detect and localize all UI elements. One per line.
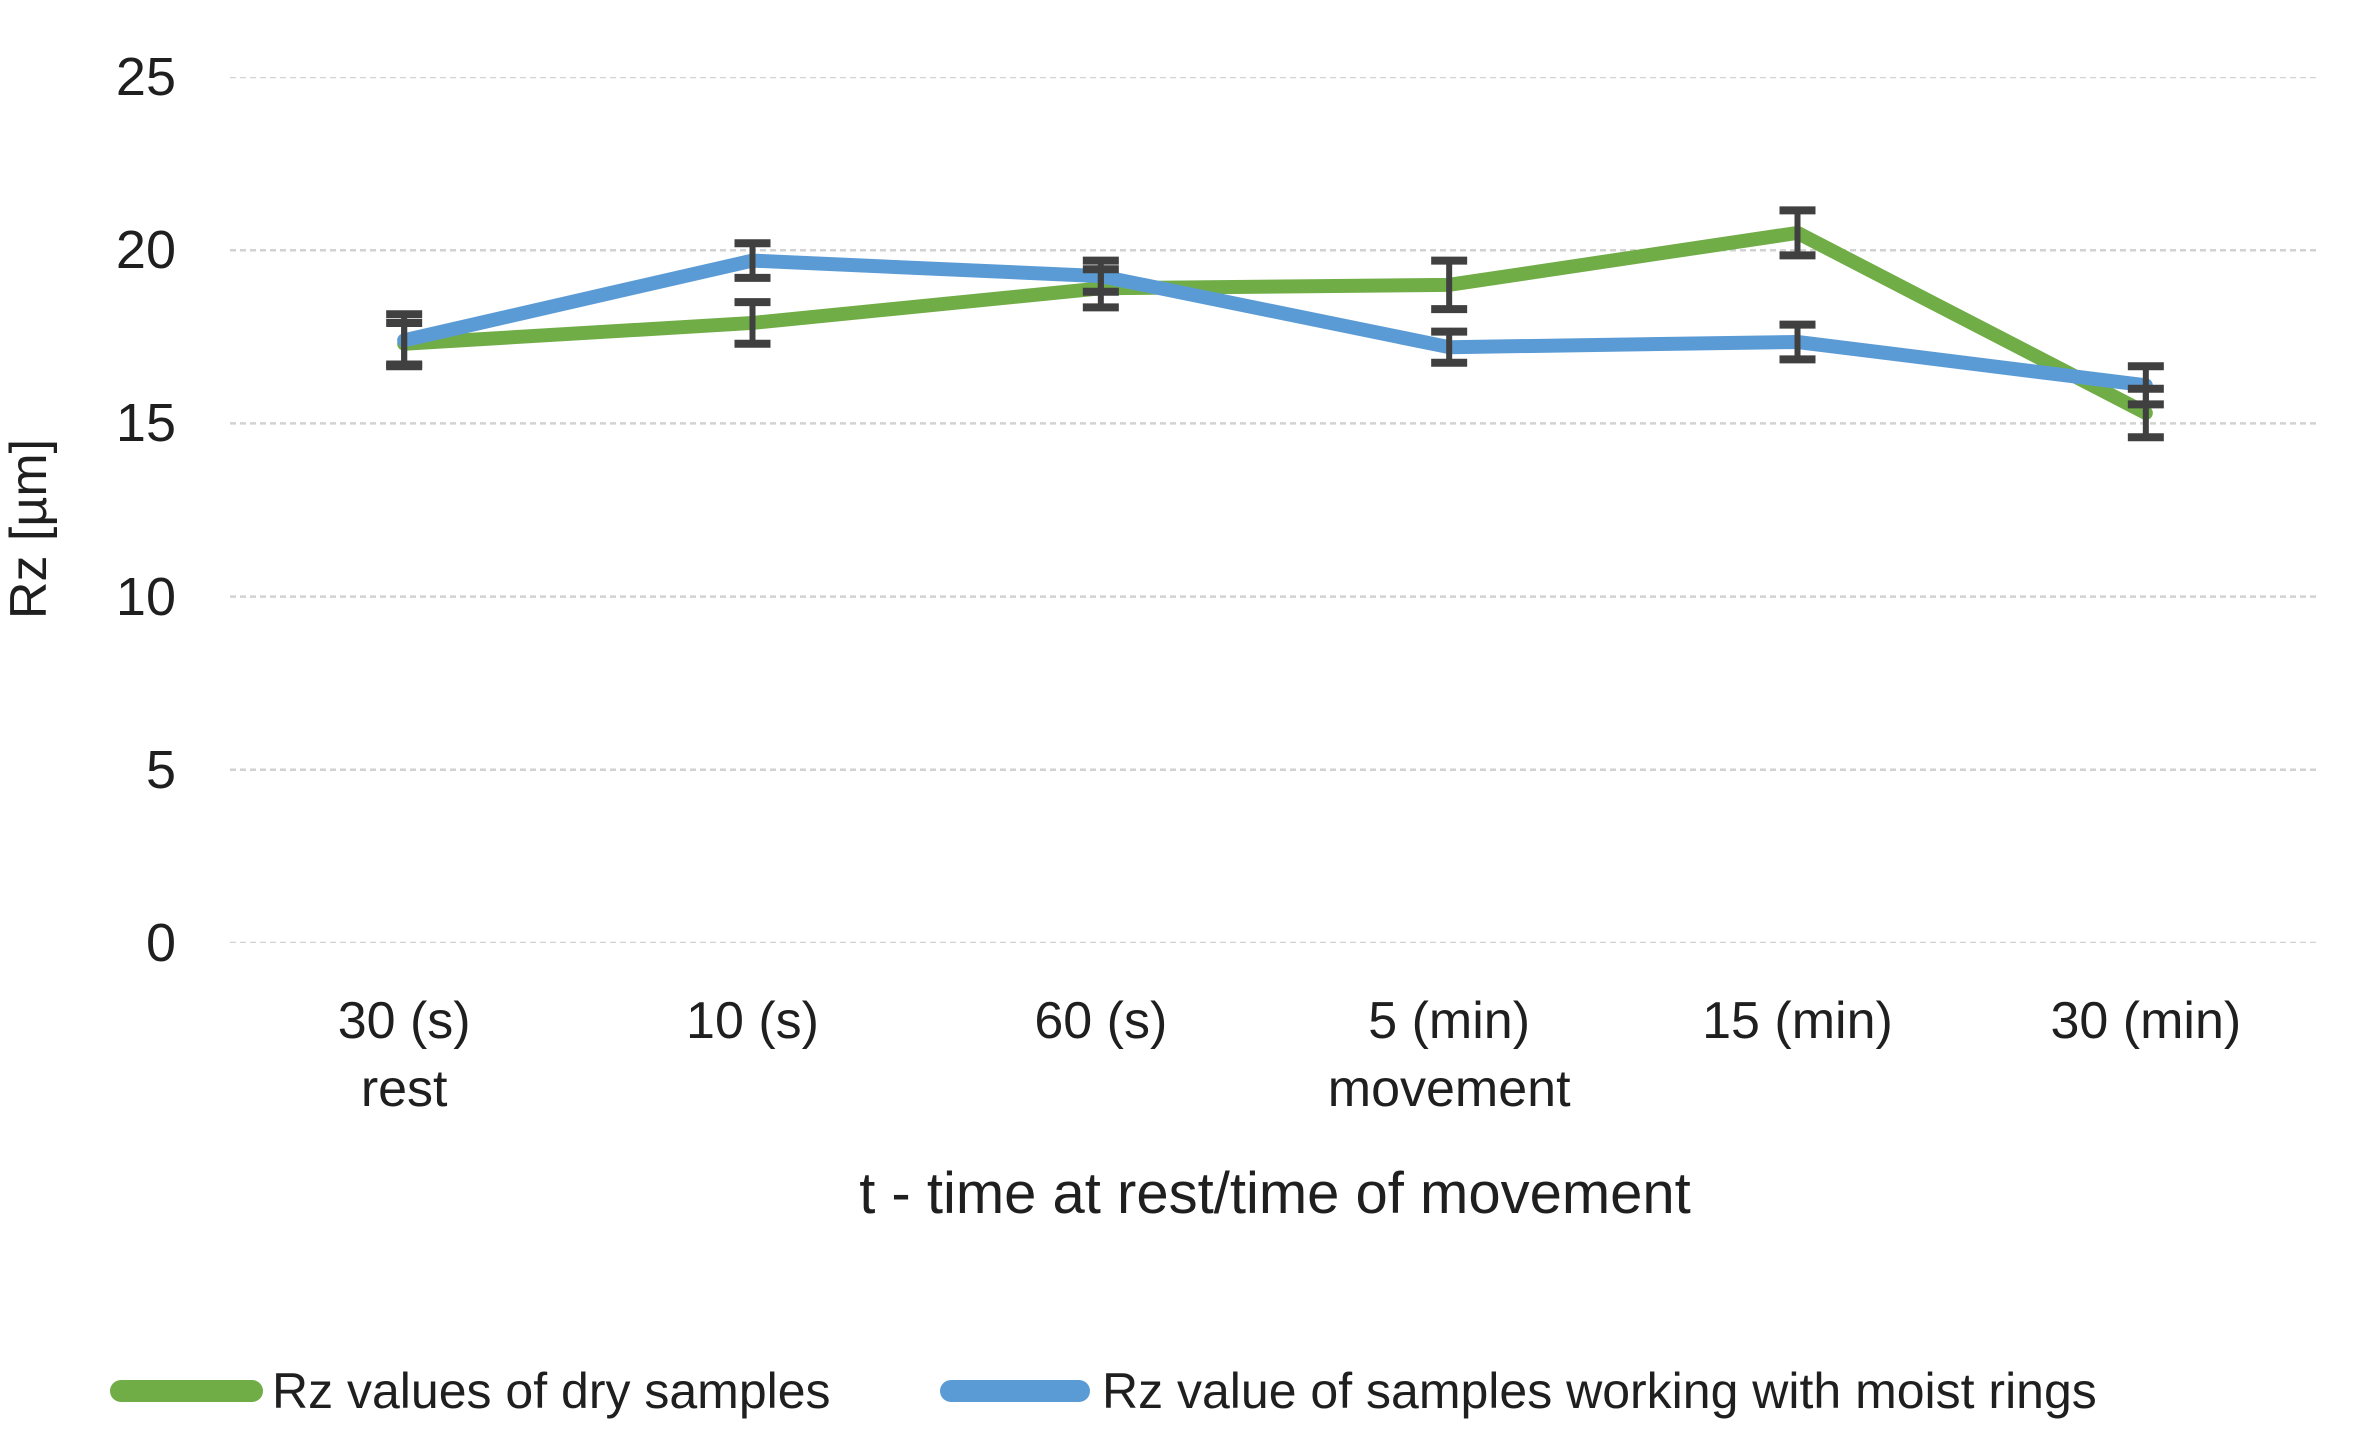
x-category-sublabel-0: rest (360, 1060, 448, 1118)
y-tick-label-10: 10 (115, 566, 176, 627)
error-bar-s0-p4 (1779, 206, 1816, 260)
y-tick-label-0: 0 (145, 913, 176, 973)
x-category-label-3: 5 (min) (1368, 992, 1531, 1050)
y-tick-label-5: 5 (145, 739, 176, 800)
legend-swatch-0 (110, 1380, 263, 1402)
error-bar-s0-p1 (734, 298, 771, 348)
error-bar-s1-p1 (734, 239, 771, 282)
x-category-label-5: 30 (min) (2050, 992, 2242, 1050)
x-axis-title: t - time at rest/time of movement (859, 1161, 1691, 1226)
legend-swatch-1 (940, 1380, 1090, 1402)
x-category-label-1: 10 (s) (686, 992, 819, 1050)
x-category-label-4: 15 (min) (1702, 992, 1893, 1050)
error-bar-s1-p5 (2127, 362, 2164, 409)
error-bar-s0-p3 (1431, 256, 1468, 314)
series-line-0 (397, 225, 2153, 421)
error-bar-s1-p2 (1082, 256, 1119, 296)
error-bar-s1-p3 (1431, 327, 1468, 367)
y-tick-label-25: 25 (115, 47, 176, 107)
legend-label-0: Rz values of dry samples (272, 1363, 831, 1419)
y-axis-tick-labels: 0 5 10 15 20 25 (0, 0, 176, 1437)
y-tick-label-20: 20 (115, 220, 176, 281)
series-line-1 (397, 253, 2153, 393)
x-category-label-0: 30 (s) (337, 992, 471, 1050)
y-tick-label-15: 15 (115, 393, 176, 454)
x-category-label-2: 60 (s) (1034, 992, 1168, 1050)
plot-area (230, 77, 2320, 943)
x-category-sublabel-3: movement (1327, 1060, 1571, 1118)
error-bar-s1-p4 (1779, 320, 1816, 364)
error-bar-s1-p0 (386, 310, 423, 371)
legend-label-1: Rz value of samples working with moist r… (1102, 1363, 2097, 1419)
